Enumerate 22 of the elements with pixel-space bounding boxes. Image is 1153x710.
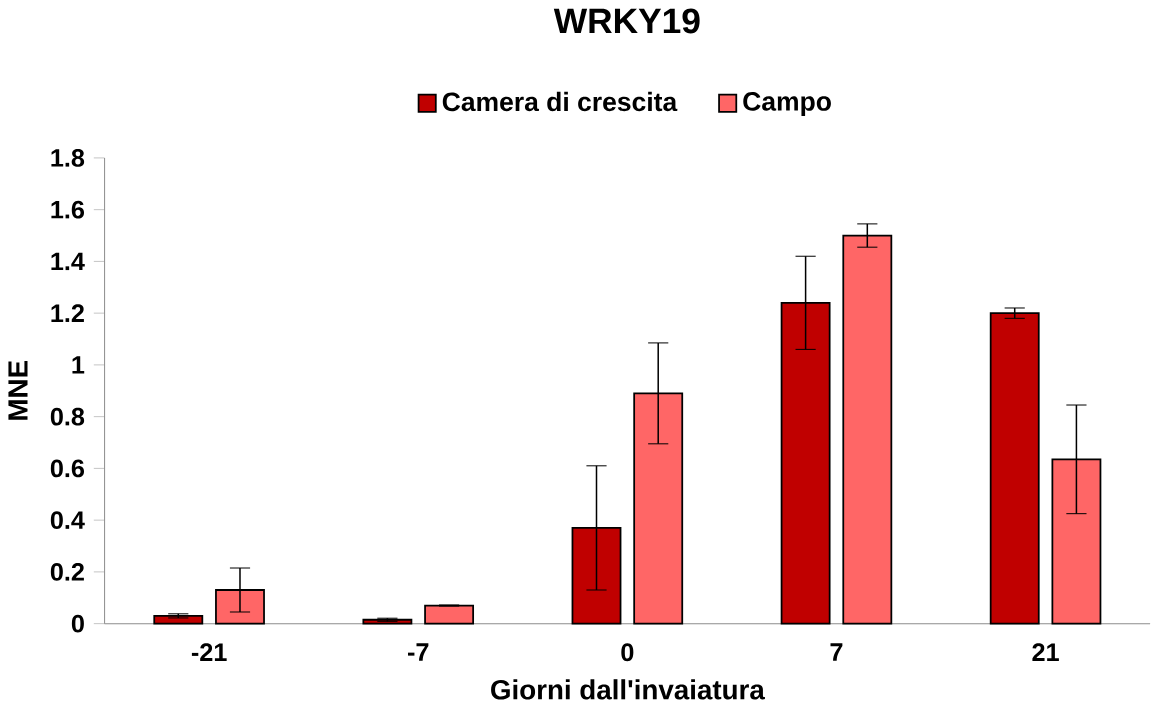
x-axis-title: Giorni dall'invaiatura <box>491 678 765 700</box>
x-tick-label: 7 <box>830 643 843 661</box>
x-tick-label: 21 <box>1032 643 1059 661</box>
y-tick-label: 1.6 <box>51 200 85 219</box>
y-tick-label: 1.8 <box>51 148 85 167</box>
bar <box>989 312 1040 625</box>
x-tick-label: -7 <box>408 643 429 661</box>
y-tick-label: 0.6 <box>50 459 85 478</box>
y-tick-label: 1.2 <box>51 304 84 322</box>
bar <box>424 604 475 625</box>
legend-label: Campo <box>743 91 831 116</box>
chart-title: WRKY19 <box>553 8 700 34</box>
y-tick-label: 1 <box>72 355 85 374</box>
y-axis-title: MNE <box>8 360 28 420</box>
x-tick-label: 0 <box>621 643 634 661</box>
y-tick-label: 0.4 <box>50 510 85 529</box>
y-tick-label: 0.8 <box>50 407 85 426</box>
y-tick-label: 0 <box>71 614 84 633</box>
y-tick-label: 0.2 <box>50 562 84 581</box>
y-tick-label: 1.4 <box>51 252 85 270</box>
legend-label: Camera di crescita <box>442 91 678 111</box>
x-tick-label: -21 <box>191 643 227 661</box>
